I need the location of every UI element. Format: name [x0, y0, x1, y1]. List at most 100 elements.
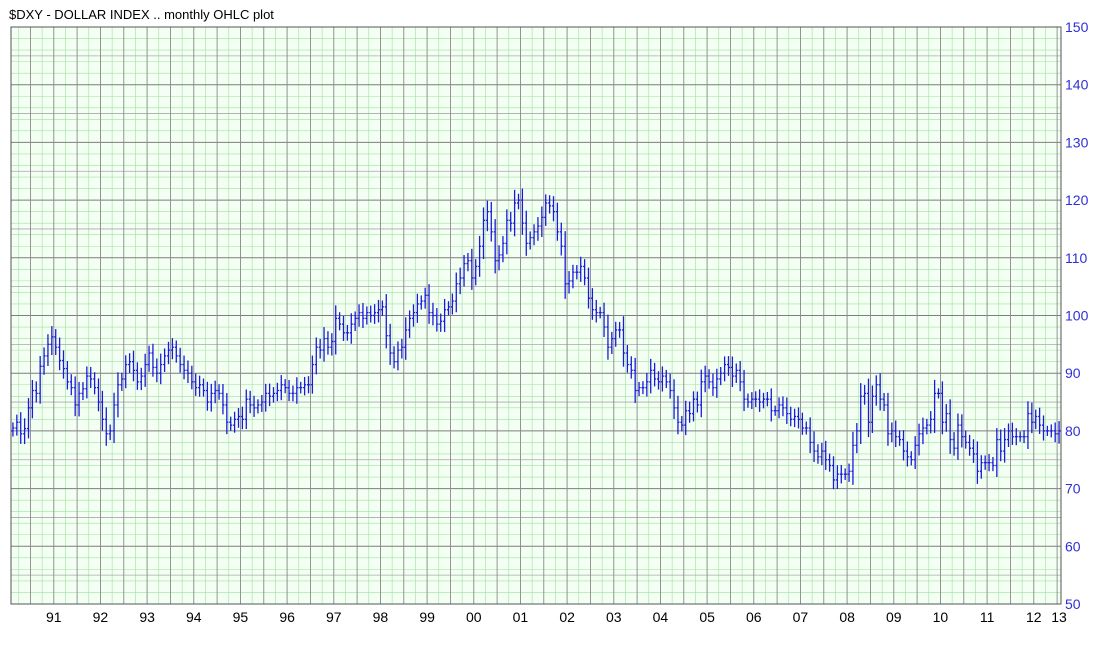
ohlc-bar	[867, 378, 870, 438]
x-tick-label: 93	[139, 609, 155, 625]
ohlc-bar	[104, 407, 108, 446]
ohlc-bar	[497, 245, 501, 271]
ohlc-bar	[264, 383, 268, 412]
ohlc-bar	[843, 468, 847, 480]
ohlc-bar	[42, 347, 46, 375]
ohlc-bar	[746, 393, 750, 408]
ohlc-bar	[664, 369, 668, 389]
ohlc-bar	[680, 415, 684, 432]
ohlc-bar	[11, 422, 15, 437]
ohlc-bar	[937, 388, 940, 399]
x-tick-label: 12	[1026, 609, 1042, 625]
ohlc-bar	[610, 331, 614, 354]
ohlc-bar	[1010, 422, 1014, 445]
ohlc-bar	[983, 455, 987, 470]
y-tick-label: 60	[1065, 538, 1081, 554]
ohlc-bar	[268, 383, 272, 407]
ohlc-bar	[738, 360, 742, 392]
ohlc-bar	[559, 222, 563, 256]
ohlc-bar	[194, 373, 198, 396]
ohlc-bar	[995, 428, 999, 477]
ohlc-bar	[1045, 425, 1049, 436]
x-tick-label: 05	[699, 609, 715, 625]
x-tick-label: 99	[419, 609, 435, 625]
ohlc-bar	[536, 217, 540, 241]
ohlc-bar	[583, 259, 587, 286]
ohlc-bar	[618, 322, 622, 338]
ohlc-bar	[828, 453, 832, 472]
ohlc-bar	[322, 327, 326, 362]
x-tick-label: 07	[793, 609, 809, 625]
ohlc-bar	[812, 431, 816, 463]
ohlc-bar	[703, 365, 707, 393]
ohlc-bar	[789, 406, 793, 427]
ohlc-bar	[15, 414, 19, 436]
x-tick-label: 06	[746, 609, 762, 625]
ohlc-bar	[571, 264, 575, 289]
ohlc-bar	[23, 418, 27, 445]
ohlc-bar	[435, 308, 439, 332]
ohlc-bar	[948, 399, 952, 454]
ohlc-bar	[520, 188, 524, 235]
ohlc-bar	[34, 381, 38, 403]
y-tick-label: 130	[1065, 134, 1089, 150]
ohlc-bar	[1038, 407, 1042, 434]
ohlc-bar	[100, 390, 104, 431]
ohlc-bar	[633, 357, 637, 403]
ohlc-bar	[470, 248, 474, 290]
ohlc-bar	[334, 305, 338, 355]
ohlc-bar	[711, 373, 715, 396]
ohlc-bar	[972, 439, 975, 463]
ohlc-bar	[579, 256, 583, 282]
ohlc-bar	[979, 455, 983, 479]
ohlc-bar	[657, 371, 660, 390]
x-axis: 91 92 93 94 95 96 97 98 99 00 01 02 03 04 05 06 07 08 09 10…	[46, 609, 1067, 625]
ohlc-bar	[283, 379, 287, 394]
ohlc-bar	[637, 381, 641, 397]
ohlc-bar	[641, 381, 645, 395]
ohlc-bar	[330, 333, 334, 356]
ohlc-bar	[964, 430, 968, 449]
x-tick-label: 91	[46, 609, 62, 625]
ohlc-bar	[93, 372, 97, 395]
ohlc-bar	[676, 395, 680, 435]
ohlc-bar	[762, 392, 765, 409]
ohlc-bar	[482, 207, 485, 260]
ohlc-bar	[279, 375, 283, 401]
y-tick-label: 90	[1065, 365, 1081, 381]
ohlc-bar	[501, 236, 505, 263]
ohlc-bar	[921, 417, 925, 445]
ohlc-bar	[128, 353, 132, 373]
ohlc-bar	[380, 300, 384, 317]
ohlc-bar	[198, 375, 202, 397]
x-tick-label: 97	[326, 609, 342, 625]
ohlc-bar	[660, 366, 664, 392]
ohlc-bar	[785, 397, 789, 424]
ohlc-bar	[715, 368, 719, 398]
y-tick-label: 70	[1065, 481, 1081, 497]
ohlc-bar	[905, 441, 909, 467]
ohlc-bar	[353, 311, 357, 332]
ohlc-bar	[314, 337, 318, 375]
ohlc-bar	[765, 391, 769, 407]
ohlc-bar	[734, 363, 738, 383]
ohlc-bar	[62, 350, 65, 379]
ohlc-bar	[505, 209, 509, 255]
x-tick-label: 03	[606, 609, 622, 625]
ohlc-bar	[124, 355, 128, 389]
ohlc-bar	[295, 377, 299, 404]
ohlc-bar	[824, 440, 828, 470]
ohlc-bar	[886, 392, 890, 446]
ohlc-bar	[1030, 402, 1034, 434]
ohlc-bar	[213, 380, 217, 404]
y-tick-label: 150	[1065, 19, 1089, 35]
ohlc-bar	[50, 326, 54, 356]
x-tick-label: 94	[186, 609, 202, 625]
ohlc-bar	[291, 385, 295, 402]
ohlc-bar	[443, 298, 447, 333]
ohlc-bar	[155, 358, 159, 383]
ohlc-bar	[139, 367, 143, 391]
x-tick-label: 01	[513, 609, 529, 625]
ohlc-bar	[855, 423, 859, 454]
ohlc-bar	[835, 465, 839, 489]
